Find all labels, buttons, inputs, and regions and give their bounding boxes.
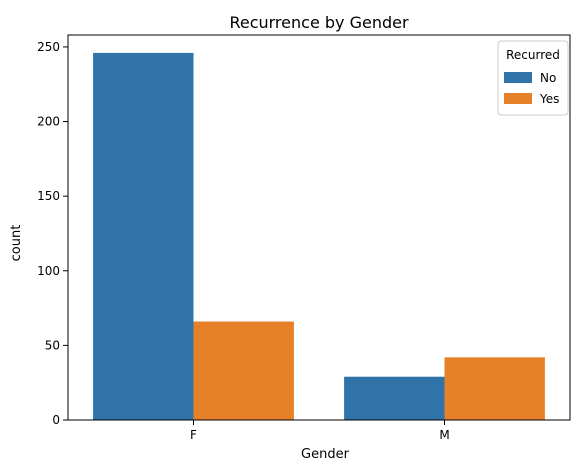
legend-swatch-No	[504, 72, 532, 83]
y-tick-label: 250	[37, 40, 60, 54]
x-tick-label: F	[190, 428, 197, 442]
y-axis-ticks: 0 50 100 150 200 250	[37, 40, 68, 427]
legend-swatch-Yes	[504, 93, 532, 104]
legend-label-Yes: Yes	[539, 92, 559, 106]
y-tick-label: 150	[37, 189, 60, 203]
y-tick-label: 200	[37, 115, 60, 129]
chart-title: Recurrence by Gender	[229, 13, 409, 32]
y-axis-label: count	[9, 225, 24, 262]
x-axis-label: Gender	[301, 447, 350, 461]
x-tick-label: M	[439, 428, 449, 442]
y-tick-label: 50	[45, 338, 60, 352]
legend-label-No: No	[540, 71, 556, 85]
legend-items: No Yes	[504, 71, 559, 106]
bar-F-Yes	[193, 321, 294, 420]
bar-M-Yes	[444, 357, 545, 420]
y-tick-label: 0	[52, 413, 60, 427]
bar-M-No	[344, 376, 445, 420]
bars-group	[93, 52, 545, 420]
plot-frame	[67, 34, 571, 421]
y-tick-label: 100	[37, 264, 60, 278]
legend-title: Recurred	[506, 48, 560, 62]
legend: Recurred No Yes	[497, 40, 569, 116]
bar-F-No	[93, 52, 194, 420]
